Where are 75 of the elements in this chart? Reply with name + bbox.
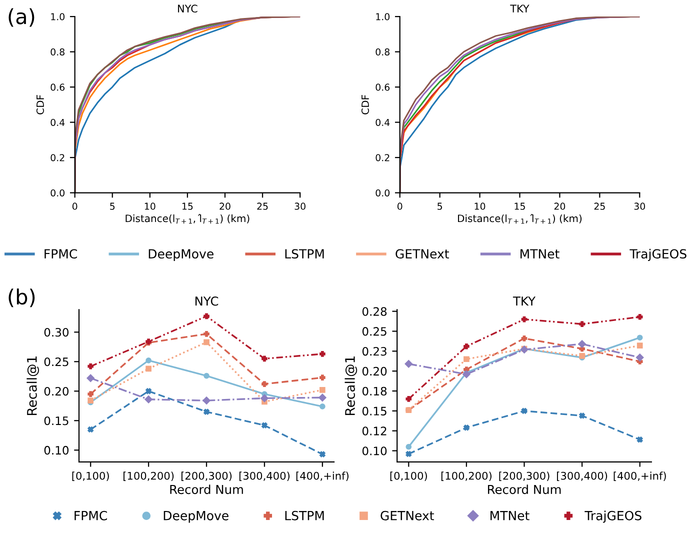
y-tick-label: 0.25 (362, 327, 386, 336)
legend-label: TrajGEOS (584, 510, 642, 523)
chart-title: TKY (512, 296, 536, 306)
y-axis-title: CDF (36, 95, 44, 114)
y-tick-label: 1.0 (376, 13, 390, 20)
x-tick-label: [100,200) (124, 472, 174, 482)
x-tick-label: [300,400) (557, 472, 608, 482)
x-tick-label: [200,300) (499, 472, 550, 482)
y-tick-label: 0.10 (44, 446, 69, 455)
y-axis-title: Recall@1 (344, 356, 358, 415)
x-tick-label: 10 (474, 202, 486, 210)
y-tick-label: 0.20 (362, 366, 387, 376)
legend-label: LSTPM (285, 510, 324, 520)
x-tick-label: 20 (554, 202, 566, 210)
x-tick-label: 20 (220, 202, 230, 210)
y-tick-label: 0.20 (44, 386, 69, 396)
y-tick-label: 0.2 (376, 154, 390, 162)
legend-label: GETNext (396, 249, 450, 259)
x-axis-title: Distance(l$_{T+1}$, l̂$_{T+1}$) (km) (126, 214, 250, 224)
x-tick-label: [400,+inf) (296, 472, 348, 482)
x-tick-label: 0 (397, 202, 402, 210)
y-tick-label: 0.2 (50, 154, 64, 162)
legend-label: MTNet (490, 511, 530, 520)
legend-label: GETNext (380, 510, 434, 520)
y-tick-label: 0.4 (50, 118, 65, 126)
y-axis-title: Recall@1 (26, 356, 39, 415)
y-tick-label: 0.23 (362, 346, 386, 356)
y-tick-label: 0.8 (50, 48, 64, 56)
y-tick-label: 0.6 (376, 84, 390, 91)
y-tick-label: 0.28 (362, 307, 387, 316)
legend-label: DeepMove (148, 249, 214, 261)
chart-title: NYC (195, 296, 218, 306)
x-tick-label: [200,300) (181, 472, 232, 482)
legend-label: TrajGEOS (630, 248, 686, 261)
x-tick-label: 15 (514, 202, 525, 210)
x-tick-label: 25 (257, 202, 268, 210)
y-tick-label: 0.15 (44, 416, 68, 426)
x-tick-label: [0,100) (390, 472, 427, 482)
y-tick-label: 0.8 (376, 48, 390, 56)
y-tick-label: 0.6 (50, 84, 65, 91)
y-tick-label: 0.18 (362, 386, 387, 396)
y-tick-label: 0.25 (44, 357, 68, 366)
chart-title: TKY (510, 4, 530, 12)
x-tick-label: 0 (72, 202, 78, 210)
x-tick-label: 5 (438, 202, 442, 210)
legend-label: FPMC (74, 510, 107, 520)
x-axis-title: Record Num (170, 484, 243, 494)
y-tick-label: 0.0 (376, 189, 390, 196)
y-axis-title: CDF (361, 95, 370, 114)
y-tick-label: 0.30 (44, 328, 69, 337)
y-tick-label: 0.12 (362, 426, 386, 436)
y-tick-label: 0.0 (50, 189, 64, 196)
x-tick-label: [300,400) (239, 472, 290, 482)
y-tick-label: 0.10 (362, 446, 387, 456)
x-tick-label: 10 (144, 202, 156, 210)
x-tick-label: 30 (294, 202, 306, 210)
legend-label: LSTPM (285, 249, 324, 259)
x-tick-label: 15 (182, 202, 193, 210)
y-tick-label: 0.15 (362, 406, 386, 416)
text: (b) (8, 288, 35, 308)
x-tick-label: 5 (110, 202, 115, 210)
x-tick-label: [400,+inf) (614, 472, 666, 482)
x-tick-label: 30 (634, 202, 646, 210)
chart-title: NYC (178, 4, 198, 13)
x-tick-label: [100,200) (441, 472, 492, 482)
y-tick-label: 1.0 (51, 13, 64, 20)
text: (a) (8, 8, 34, 27)
legend-label: FPMC (44, 249, 77, 259)
x-tick-label: 25 (594, 202, 605, 210)
x-axis-title: Distance(l$_{T+1}$, l̂$_{T+1}$) (km) (458, 214, 582, 224)
legend-label: DeepMove (164, 511, 228, 523)
y-tick-label: 0.4 (376, 118, 390, 126)
legend-label: MTNet (520, 249, 560, 259)
x-axis-title: Record Num (488, 484, 561, 494)
x-tick-label: [0,100) (72, 472, 109, 482)
